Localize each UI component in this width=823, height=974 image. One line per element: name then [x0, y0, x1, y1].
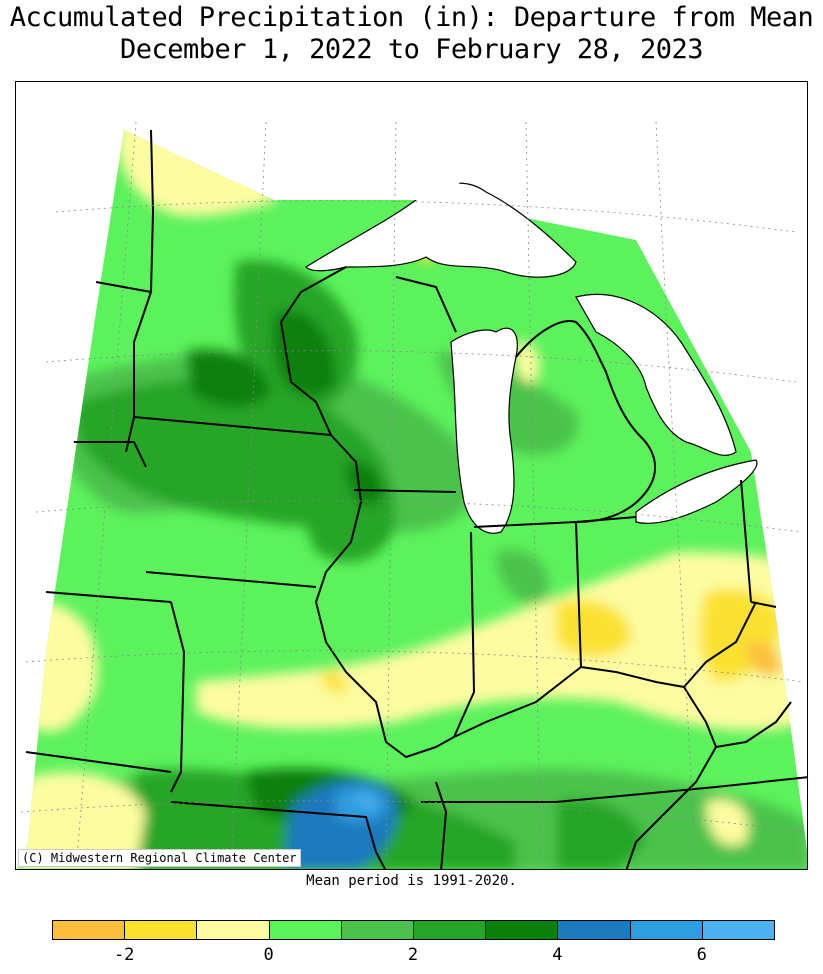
ky-va-border	[625, 746, 717, 869]
ky-tn-border	[421, 776, 807, 803]
precip-neg1-0-region	[706, 799, 749, 846]
wi-il-border	[353, 489, 457, 493]
grid-line	[525, 121, 542, 869]
mn-ia-border	[133, 416, 332, 436]
wi-mi-border	[395, 276, 457, 333]
great-lakes	[305, 182, 758, 534]
mo-boot-border	[375, 851, 387, 869]
legend-color-box	[268, 920, 342, 940]
lake-erie	[635, 459, 758, 524]
map-title: Accumulated Precipitation (in): Departur…	[9, 2, 814, 33]
credit-label: (C) Midwestern Regional Climate Center	[18, 849, 301, 867]
grid-line	[20, 800, 807, 833]
grid-line	[55, 200, 797, 233]
precipitation-map	[15, 81, 808, 870]
ks-ok-border	[25, 751, 172, 773]
in-mi-border	[473, 521, 577, 528]
grid-line	[25, 650, 805, 683]
precip-6-7-region	[356, 794, 377, 808]
precip-neg1-0-region	[116, 130, 276, 217]
legend-color-box	[701, 920, 775, 940]
precip-field	[16, 130, 807, 869]
map-date-range: December 1, 2022 to February 28, 2023	[120, 34, 703, 65]
color-legend	[52, 920, 775, 940]
lake-michigan	[450, 327, 518, 534]
in-oh-border	[575, 521, 582, 668]
legend-color-box	[557, 920, 631, 940]
mn-wi-border	[280, 266, 347, 436]
il-mo-border	[315, 601, 455, 758]
legend-color-box	[196, 920, 270, 940]
ontario-land	[274, 142, 754, 452]
nd-sd-border	[95, 281, 152, 293]
lat-lon-grid	[20, 121, 807, 869]
grid-line	[385, 121, 397, 869]
ne-ks-border	[45, 591, 172, 603]
grid-line	[655, 121, 697, 869]
legend-color-box	[629, 920, 703, 940]
ohio-river-border	[453, 601, 757, 738]
ks-mo-border	[170, 601, 185, 793]
il-in-border	[453, 531, 475, 738]
mean-period-note: Mean period is 1991-2020.	[306, 873, 517, 889]
lake-huron	[575, 293, 737, 456]
precip-2-3-region	[301, 412, 396, 562]
michigan-lower-border	[515, 320, 657, 523]
legend-tick-label: -2	[113, 945, 135, 965]
legend-tick-label: 6	[696, 945, 707, 965]
wv-pa-border	[750, 601, 777, 608]
legend-color-box	[52, 920, 126, 940]
grid-line	[35, 500, 802, 533]
precip-neg2-neg1-region	[556, 599, 632, 657]
precip-neg2-neg1-region	[321, 670, 347, 694]
mn-west-border	[125, 129, 154, 453]
mo-ar-border	[170, 801, 377, 853]
precip-neg3-neg2-region	[746, 641, 782, 676]
precip-2-3-region	[74, 378, 377, 526]
legend-tick-label: 0	[263, 945, 274, 965]
ia-il-border	[315, 434, 362, 603]
state-borders	[25, 129, 807, 869]
legend-tick-label: 2	[407, 945, 419, 965]
ia-mo-border	[145, 571, 317, 588]
ky-wv-border	[683, 686, 792, 748]
grid-line	[230, 121, 267, 869]
legend-color-box	[124, 920, 198, 940]
legend-color-box	[485, 920, 559, 940]
oh-pa-border	[740, 479, 752, 603]
sd-ne-border	[74, 441, 147, 468]
precip-3-4-region	[346, 461, 382, 506]
legend-color-box	[413, 920, 487, 940]
precip-3-4-region	[272, 310, 336, 397]
precip-neg1-0-region	[16, 772, 146, 869]
legend-tick-label: 4	[552, 945, 563, 965]
map-canvas	[16, 121, 807, 869]
precip-2-3-region	[556, 799, 646, 869]
legend-color-box	[340, 920, 414, 940]
tn-west-border	[435, 781, 447, 869]
grid-line	[45, 350, 797, 383]
precip-neg1-0-region	[196, 552, 807, 731]
precip-3-4-region	[186, 349, 271, 407]
